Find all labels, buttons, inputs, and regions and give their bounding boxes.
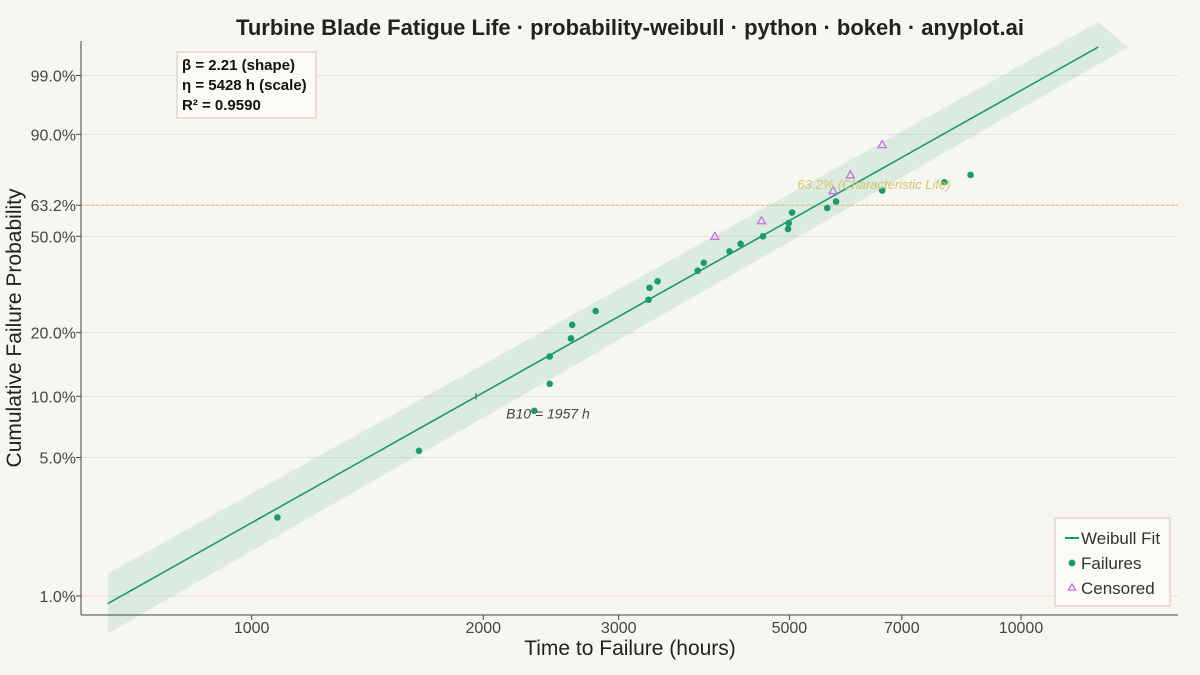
weibull-fit-line	[107, 46, 1099, 605]
x-tick-label: 10000	[999, 620, 1044, 637]
failure-point	[646, 284, 653, 292]
y-tick-label: 63.2%	[31, 198, 76, 215]
failure-point	[832, 198, 840, 205]
legend-failures-swatch	[1068, 559, 1076, 567]
stats-scale: η = 5428 h (scale)	[182, 77, 307, 94]
legend-fit-label: Weibull Fit	[1081, 529, 1160, 548]
failure-point	[700, 259, 708, 267]
y-tick-label: 10.0%	[31, 389, 76, 406]
failure-point	[759, 233, 767, 240]
y-tick-label: 50.0%	[31, 229, 76, 246]
tick-layer: 1.0% 5.0% 10.0% 20.0% 50.0% 63.2% 90.0% 99.0% 10…	[31, 68, 1044, 637]
failure-point	[941, 178, 948, 186]
x-axis-label: Time to Failure (hours)	[524, 637, 736, 660]
failure-point	[967, 171, 974, 179]
b10-label: B10 = 1957 h	[506, 405, 590, 421]
failure-point	[737, 240, 744, 248]
censored-point	[877, 139, 888, 149]
failure-point	[694, 267, 701, 275]
stats-box: β = 2.21 (shape) η = 5428 h (scale) R² =…	[176, 51, 317, 119]
x-tick-label: 3000	[601, 620, 637, 637]
legend-failures-label: Failures	[1081, 554, 1141, 573]
confidence-band-layer	[107, 22, 1129, 634]
y-axis-label: Cumulative Failure Probability	[3, 188, 26, 467]
failure-point	[415, 447, 423, 455]
failure-point	[654, 278, 661, 285]
legend: Weibull Fit Failures Censored	[1054, 517, 1171, 607]
x-tick-label: 5000	[772, 620, 808, 637]
data-points-layer	[274, 139, 974, 521]
failure-point	[878, 187, 886, 194]
y-tick-label: 1.0%	[40, 589, 76, 606]
x-tick-label: 7000	[884, 620, 920, 637]
legend-censored-label: Censored	[1081, 579, 1155, 598]
censored-point	[709, 231, 720, 240]
censored-point	[756, 215, 767, 225]
failure-point	[785, 219, 793, 227]
chart-title: Turbine Blade Fatigue Life · probability…	[236, 15, 1024, 40]
failure-point	[530, 407, 538, 415]
failure-point	[726, 248, 733, 255]
characteristic-life-label: 63.2% (Characteristic Life)	[797, 177, 950, 192]
x-tick-label: 2000	[465, 620, 501, 637]
failure-point	[568, 321, 576, 329]
y-tick-label: 99.0%	[31, 68, 76, 85]
stats-box-frame	[176, 51, 317, 119]
confidence-band	[107, 22, 1129, 634]
censored-point	[828, 185, 839, 195]
failure-point	[274, 514, 281, 521]
stats-shape: β = 2.21 (shape)	[182, 57, 295, 74]
failure-point	[823, 204, 831, 212]
failure-point	[592, 307, 599, 315]
failure-point	[784, 225, 792, 233]
fit-line-layer	[107, 46, 1099, 605]
failure-point	[546, 380, 553, 388]
stats-r-squared: R² = 0.9590	[182, 97, 261, 114]
legend-censored-swatch	[1067, 582, 1077, 591]
y-tick-label: 5.0%	[40, 450, 76, 467]
censored-point	[845, 169, 856, 179]
y-tick-label: 20.0%	[31, 326, 76, 343]
x-tick-label: 1000	[234, 620, 270, 637]
failure-point	[788, 209, 796, 216]
failure-point	[567, 335, 575, 342]
failure-point	[645, 296, 652, 304]
failure-point	[546, 353, 553, 360]
y-tick-label: 90.0%	[31, 127, 76, 144]
